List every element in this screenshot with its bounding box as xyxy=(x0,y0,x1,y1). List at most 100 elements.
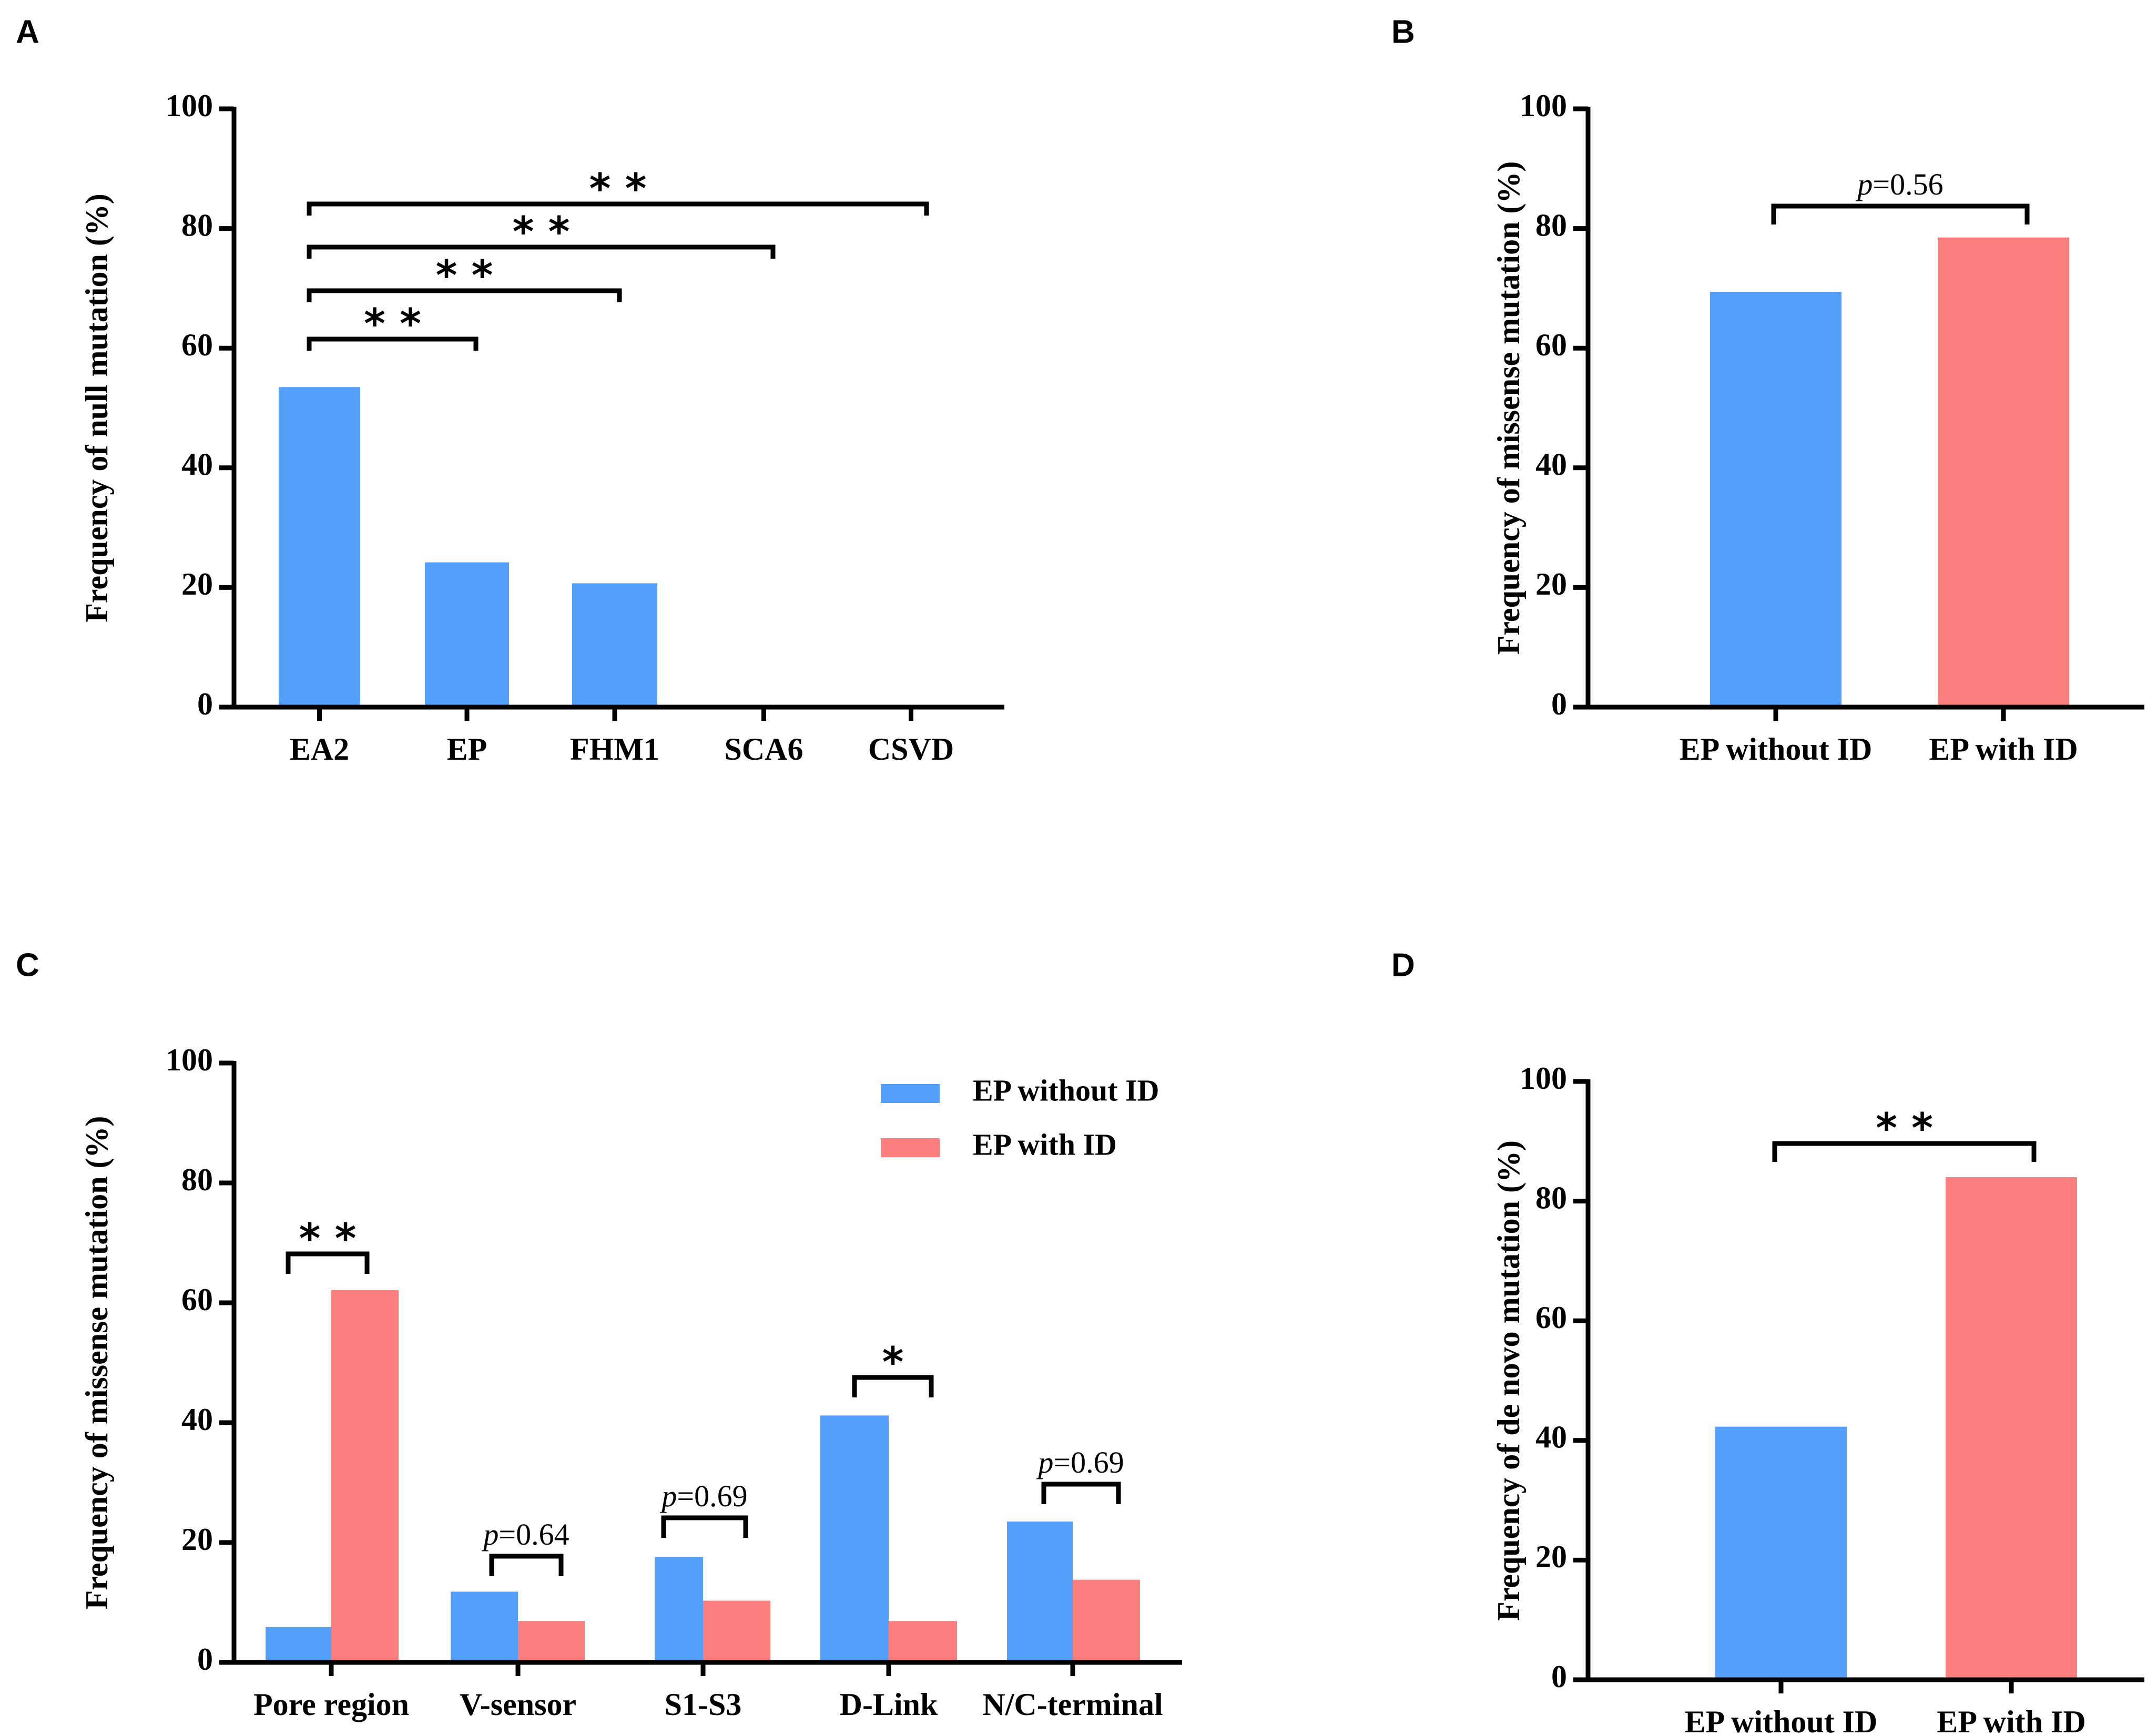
x-tick-label: N/C-terminal xyxy=(982,1687,1163,1722)
y-tick-label: 60 xyxy=(181,328,213,362)
significance-label: p=0.64 xyxy=(481,1517,569,1551)
significance-label: p=0.56 xyxy=(1855,167,1943,201)
significance-bracket xyxy=(307,244,776,259)
x-tick-label: Pore region xyxy=(253,1687,409,1722)
significance-label: * * xyxy=(364,301,421,348)
y-tick-label: 40 xyxy=(181,447,213,482)
y-tick-label: 20 xyxy=(181,1522,213,1557)
significance-label: p=0.69 xyxy=(1036,1445,1124,1479)
y-tick-label: 80 xyxy=(181,208,213,242)
legend-swatch xyxy=(881,1084,940,1103)
significance-bracket xyxy=(307,336,479,351)
significance-label: * * xyxy=(513,209,570,256)
bar xyxy=(572,583,657,707)
x-tick-label: EP xyxy=(447,732,487,767)
y-tick-label: 40 xyxy=(1535,447,1567,482)
bar xyxy=(451,1591,518,1662)
bar xyxy=(425,562,509,707)
significance-bracket xyxy=(286,1251,370,1274)
y-axis-title: Frequency of missense mutation (%) xyxy=(1491,161,1526,655)
bar xyxy=(1715,1426,1847,1680)
legend-label: EP without ID xyxy=(973,1073,1159,1107)
significance-label: * * xyxy=(299,1216,357,1263)
y-tick-label: 80 xyxy=(1535,1180,1567,1215)
bar xyxy=(1946,1177,2077,1680)
p-symbol: p xyxy=(659,1479,677,1513)
x-tick-label: V-sensor xyxy=(460,1687,576,1722)
x-tick-label: EP without ID xyxy=(1680,732,1873,767)
y-tick-label: 40 xyxy=(181,1402,213,1437)
significance-bracket xyxy=(307,201,929,216)
x-tick-label: EP with ID xyxy=(1937,1704,2085,1736)
significance-bracket xyxy=(1772,1141,2037,1162)
bar xyxy=(279,387,360,707)
y-axis-title: Frequency of de novo mutation (%) xyxy=(1491,1140,1526,1621)
y-tick-label: 100 xyxy=(1520,1061,1567,1096)
significance-label: * * xyxy=(1876,1105,1933,1152)
x-tick-label: FHM1 xyxy=(570,732,659,767)
panel-b: B 0 20 40 60 80 100 EP without ID EP with ID Freq… xyxy=(1391,14,2144,767)
y-axis-title: Frequency of null mutation (%) xyxy=(79,193,114,622)
significance-bracket xyxy=(307,288,622,302)
y-tick-label: 40 xyxy=(1535,1420,1567,1455)
y-tick-label: 60 xyxy=(181,1282,213,1317)
x-tick-label: S1-S3 xyxy=(665,1687,742,1722)
y-tick-label: 60 xyxy=(1535,328,1567,362)
significance-bracket xyxy=(489,1554,564,1576)
p-symbol: p xyxy=(1036,1445,1053,1479)
bar xyxy=(703,1600,770,1662)
bar xyxy=(1073,1579,1140,1662)
p-value: =0.56 xyxy=(1873,167,1943,201)
legend-swatch xyxy=(881,1138,940,1157)
y-tick-label: 0 xyxy=(197,1642,213,1677)
panel-label: B xyxy=(1391,14,1415,50)
x-tick-label: EP without ID xyxy=(1685,1704,1878,1736)
p-symbol: p xyxy=(481,1517,498,1551)
significance-label: * * xyxy=(589,166,647,213)
y-tick-label: 20 xyxy=(181,567,213,601)
y-tick-label: 100 xyxy=(166,88,213,123)
significance-label: * * xyxy=(436,252,493,300)
significance-bracket xyxy=(661,1515,748,1538)
bar xyxy=(889,1621,957,1662)
p-symbol: p xyxy=(1855,167,1873,201)
bar xyxy=(331,1290,399,1662)
y-tick-label: 100 xyxy=(166,1043,213,1077)
x-tick-label: EA2 xyxy=(290,732,349,767)
bar xyxy=(1710,292,1841,707)
panel-label: C xyxy=(16,947,39,983)
x-tick-label: EP with ID xyxy=(1929,732,2078,767)
legend-label: EP with ID xyxy=(973,1127,1117,1161)
significance-bracket xyxy=(852,1375,934,1397)
y-tick-label: 80 xyxy=(181,1162,213,1197)
y-tick-label: 80 xyxy=(1535,208,1567,242)
y-tick-label: 0 xyxy=(1551,687,1567,721)
y-tick-label: 100 xyxy=(1520,88,1567,123)
p-value: =0.69 xyxy=(677,1479,747,1513)
y-tick-label: 0 xyxy=(1551,1659,1567,1694)
y-tick-label: 0 xyxy=(197,687,213,721)
p-value: =0.69 xyxy=(1053,1445,1124,1479)
panel-a: A 0 20 40 60 80 100 EA2 EP FHM1 SCA6 CSVD Frequency … xyxy=(16,14,1004,767)
panel-label: D xyxy=(1391,947,1415,983)
bar xyxy=(266,1627,331,1662)
y-tick-label: 60 xyxy=(1535,1300,1567,1335)
x-tick-label: D-Link xyxy=(840,1687,938,1722)
bar xyxy=(518,1621,585,1662)
significance-label: * xyxy=(882,1339,904,1386)
panel-label: A xyxy=(16,14,39,50)
x-tick-label: SCA6 xyxy=(724,732,803,767)
bar xyxy=(820,1415,889,1662)
x-tick-label: CSVD xyxy=(868,732,954,767)
y-tick-label: 20 xyxy=(1535,1539,1567,1574)
significance-bracket xyxy=(1041,1482,1121,1504)
bar xyxy=(1938,237,2069,707)
significance-bracket xyxy=(1771,203,2030,224)
bar xyxy=(655,1557,703,1662)
panel-c: C 0 20 40 60 80 100 Pore region V-sensor S1-S3 D-L… xyxy=(16,947,1182,1722)
y-tick-label: 20 xyxy=(1535,567,1567,601)
panel-d: D 0 20 40 60 80 100 EP without ID EP with ID Freq… xyxy=(1391,947,2144,1736)
legend: EP without ID EP with ID xyxy=(881,1073,1159,1161)
bar xyxy=(1007,1521,1073,1662)
